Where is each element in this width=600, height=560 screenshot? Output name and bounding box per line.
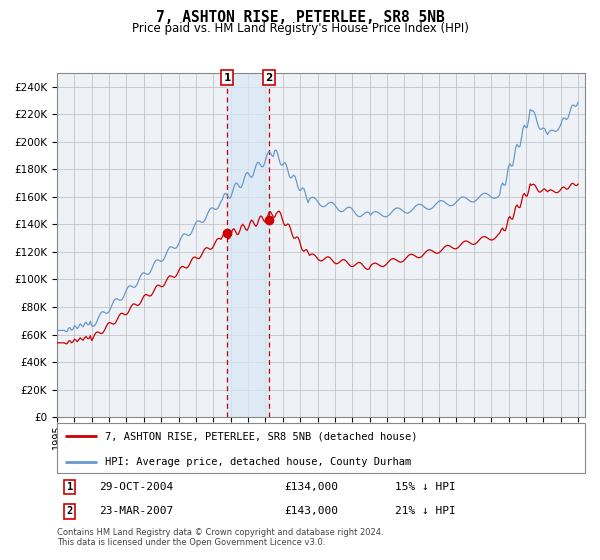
Text: 1: 1 [67, 482, 73, 492]
Text: 7, ASHTON RISE, PETERLEE, SR8 5NB: 7, ASHTON RISE, PETERLEE, SR8 5NB [155, 10, 445, 25]
Text: £134,000: £134,000 [284, 482, 338, 492]
Text: 21% ↓ HPI: 21% ↓ HPI [395, 506, 455, 516]
Text: 15% ↓ HPI: 15% ↓ HPI [395, 482, 455, 492]
Text: 2: 2 [67, 506, 73, 516]
Text: 2: 2 [265, 73, 272, 83]
Text: Contains HM Land Registry data © Crown copyright and database right 2024.: Contains HM Land Registry data © Crown c… [57, 528, 383, 536]
Text: 7, ASHTON RISE, PETERLEE, SR8 5NB (detached house): 7, ASHTON RISE, PETERLEE, SR8 5NB (detac… [104, 431, 417, 441]
Text: £143,000: £143,000 [284, 506, 338, 516]
Text: 23-MAR-2007: 23-MAR-2007 [99, 506, 173, 516]
Bar [227, 73, 269, 417]
Text: 1: 1 [223, 73, 230, 83]
Text: This data is licensed under the Open Government Licence v3.0.: This data is licensed under the Open Gov… [57, 538, 325, 547]
Text: 29-OCT-2004: 29-OCT-2004 [99, 482, 173, 492]
Text: HPI: Average price, detached house, County Durham: HPI: Average price, detached house, Coun… [104, 456, 411, 466]
Text: Price paid vs. HM Land Registry's House Price Index (HPI): Price paid vs. HM Land Registry's House … [131, 22, 469, 35]
